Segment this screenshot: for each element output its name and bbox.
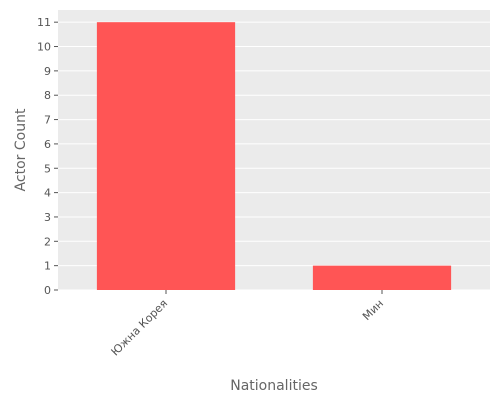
y-tick-label: 11 (37, 16, 51, 29)
x-axis-title: Nationalities (230, 378, 318, 394)
bar (96, 22, 236, 290)
x-tick-label: Мин (360, 297, 386, 323)
x-tick-label: Южна Корея (109, 297, 171, 359)
y-tick-label: 8 (44, 89, 51, 102)
y-tick-label: 9 (44, 65, 51, 78)
bar (312, 265, 452, 290)
y-tick-label: 5 (44, 162, 51, 175)
y-tick-label: 7 (44, 114, 51, 127)
y-axis-ticks: 0 1 2 3 4 5 6 7 8 9 10 11 (37, 16, 58, 297)
y-tick-label: 2 (44, 235, 51, 248)
x-axis-ticks: Южна Корея Мин (109, 290, 386, 359)
y-tick-label: 6 (44, 138, 51, 151)
y-tick-label: 0 (44, 284, 51, 297)
y-tick-label: 3 (44, 211, 51, 224)
bars (96, 22, 452, 290)
y-tick-label: 10 (37, 41, 51, 54)
y-tick-label: 4 (44, 187, 51, 200)
y-axis-title: Actor Count (13, 108, 29, 191)
y-tick-label: 1 (44, 260, 51, 273)
